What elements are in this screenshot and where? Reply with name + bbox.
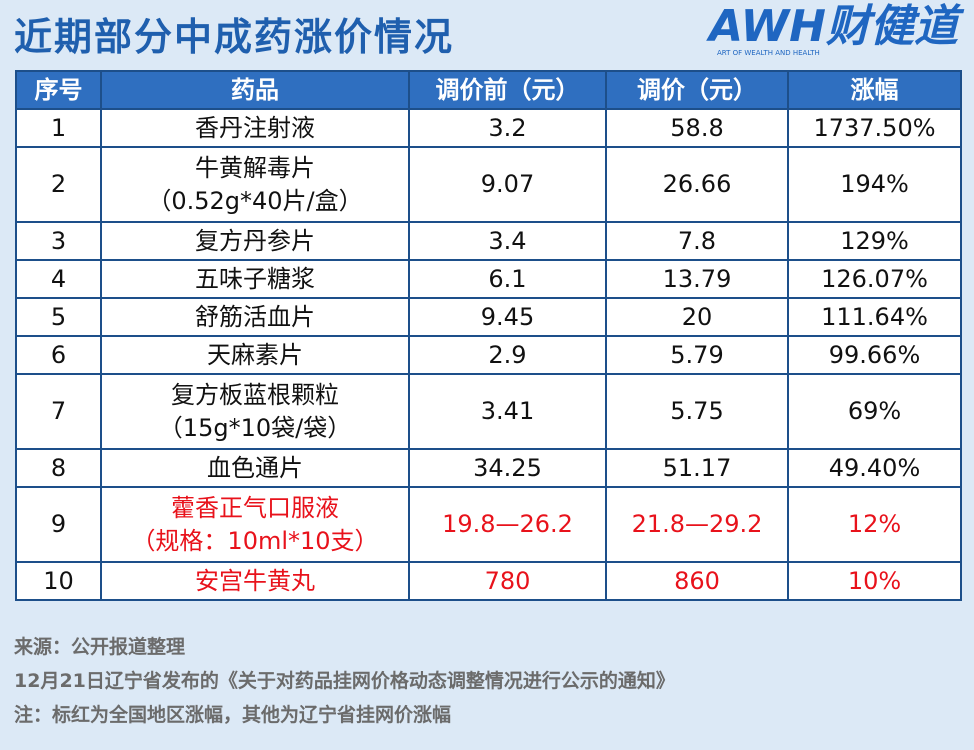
table-cell: 3.2 [408, 108, 607, 148]
table-cell: 舒筋活血片 [100, 297, 410, 337]
table-cell: 26.66 [605, 146, 789, 223]
table-cell: 34.25 [408, 448, 607, 488]
cell-line: 复方丹参片 [195, 226, 315, 255]
table-row: 2 牛黄解毒片 （0.52g*40片/盒） 9.07 26.66 194% [15, 146, 962, 223]
table-row: 8 血色通片 34.25 51.17 49.40% [15, 448, 962, 488]
table-cell: 6 [15, 335, 102, 375]
table-cell: 19.8—26.2 [408, 486, 607, 563]
cell-line: 血色通片 [207, 453, 303, 482]
table-cell: 126.07% [787, 259, 962, 299]
table-cell: 12% [787, 486, 962, 563]
table-cell: 860 [605, 561, 789, 601]
cell-line: 复方板蓝根颗粒 [171, 380, 339, 409]
footer-note: 来源：公开报道整理 [14, 636, 186, 658]
table-cell: 49.40% [787, 448, 962, 488]
table-row: 5 舒筋活血片 9.45 20 111.64% [15, 297, 962, 337]
table-cell: 5 [15, 297, 102, 337]
table-cell: 69% [787, 373, 962, 450]
table-cell: 9.45 [408, 297, 607, 337]
table-cell: 1737.50% [787, 108, 962, 148]
table-cell: 复方丹参片 [100, 221, 410, 261]
table-cell: 血色通片 [100, 448, 410, 488]
table-cell: 5.75 [605, 373, 789, 450]
table-cell: 129% [787, 221, 962, 261]
table-cell: 3.41 [408, 373, 607, 450]
table-row: 4 五味子糖浆 6.1 13.79 126.07% [15, 259, 962, 299]
table-cell: 111.64% [787, 297, 962, 337]
table-cell: 3 [15, 221, 102, 261]
table-cell: 8 [15, 448, 102, 488]
logo-text: AWH财健道 [708, 1, 958, 52]
cell-line: 藿香正气口服液 [171, 493, 339, 522]
column-header: 药品 [100, 70, 410, 110]
cell-line: 五味子糖浆 [195, 264, 315, 293]
table-cell: 五味子糖浆 [100, 259, 410, 299]
column-header: 调价前（元） [408, 70, 607, 110]
footer-note: 12月21日辽宁省发布的《关于对药品挂网价格动态调整情况进行公示的通知》 [14, 670, 675, 692]
table-cell: 780 [408, 561, 607, 601]
cell-line: 香丹注射液 [195, 113, 315, 142]
column-header: 序号 [15, 70, 102, 110]
table-cell: 13.79 [605, 259, 789, 299]
table-cell: 4 [15, 259, 102, 299]
table-cell: 21.8—29.2 [605, 486, 789, 563]
table-cell: 6.1 [408, 259, 607, 299]
footer: 来源：公开报道整理 12月21日辽宁省发布的《关于对药品挂网价格动态调整情况进行公… [14, 630, 675, 732]
table-cell: 7.8 [605, 221, 789, 261]
footer-note: 注：标红为全国地区涨幅，其他为辽宁省挂网价涨幅 [14, 704, 452, 726]
title: 近期部分中成药涨价情况 [14, 15, 455, 59]
table-cell: 安宫牛黄丸 [100, 561, 410, 601]
column-header: 涨幅 [787, 70, 962, 110]
cell-line: 舒筋活血片 [195, 302, 315, 331]
table-cell: 20 [605, 297, 789, 337]
table-cell: 10 [15, 561, 102, 601]
logo-tagline: ART OF WEALTH AND HEALTH [716, 49, 820, 57]
table-cell: 3.4 [408, 221, 607, 261]
table-cell: 7 [15, 373, 102, 450]
table-cell: 藿香正气口服液 （规格：10ml*10支） [100, 486, 410, 563]
table-row: 1 香丹注射液 3.2 58.8 1737.50% [15, 108, 962, 148]
table-row: 7 复方板蓝根颗粒 （15g*10袋/袋） 3.41 5.75 69% [15, 373, 962, 450]
header-row: 序号 药品 调价前（元） 调价（元） 涨幅 [15, 70, 962, 110]
table-cell: 194% [787, 146, 962, 223]
table-cell: 天麻素片 [100, 335, 410, 375]
column-header: 调价（元） [605, 70, 789, 110]
table-cell: 香丹注射液 [100, 108, 410, 148]
cell-line: （0.52g*40片/盒） [147, 186, 363, 215]
table-cell: 58.8 [605, 108, 789, 148]
table-cell: 10% [787, 561, 962, 601]
table-row: 3 复方丹参片 3.4 7.8 129% [15, 221, 962, 261]
table-cell: 复方板蓝根颗粒 （15g*10袋/袋） [100, 373, 410, 450]
table-cell: 9 [15, 486, 102, 563]
cell-line: 安宫牛黄丸 [195, 566, 315, 595]
table-cell: 51.17 [605, 448, 789, 488]
price-table: 序号 药品 调价前（元） 调价（元） 涨幅 1 香丹注射液 3.2 58.8 1737.50% 2… [15, 70, 962, 601]
table-row: 6 天麻素片 2.9 5.79 99.66% [15, 335, 962, 375]
table-cell: 5.79 [605, 335, 789, 375]
table-cell: 2.9 [408, 335, 607, 375]
table-cell: 9.07 [408, 146, 607, 223]
cell-line: （规格：10ml*10支） [131, 526, 379, 555]
table-cell: 1 [15, 108, 102, 148]
table-cell: 2 [15, 146, 102, 223]
cell-line: （15g*10袋/袋） [158, 413, 352, 442]
table-row: 10 安宫牛黄丸 780 860 10% [15, 561, 962, 601]
table-row: 9 藿香正气口服液 （规格：10ml*10支） 19.8—26.2 21.8—29.2 1… [15, 486, 962, 563]
table-cell: 99.66% [787, 335, 962, 375]
table-cell: 牛黄解毒片 （0.52g*40片/盒） [100, 146, 410, 223]
logo: AWH财健道 ART OF WEALTH AND HEALTH [708, 1, 958, 58]
cell-line: 牛黄解毒片 [195, 153, 315, 182]
cell-line: 天麻素片 [207, 340, 303, 369]
